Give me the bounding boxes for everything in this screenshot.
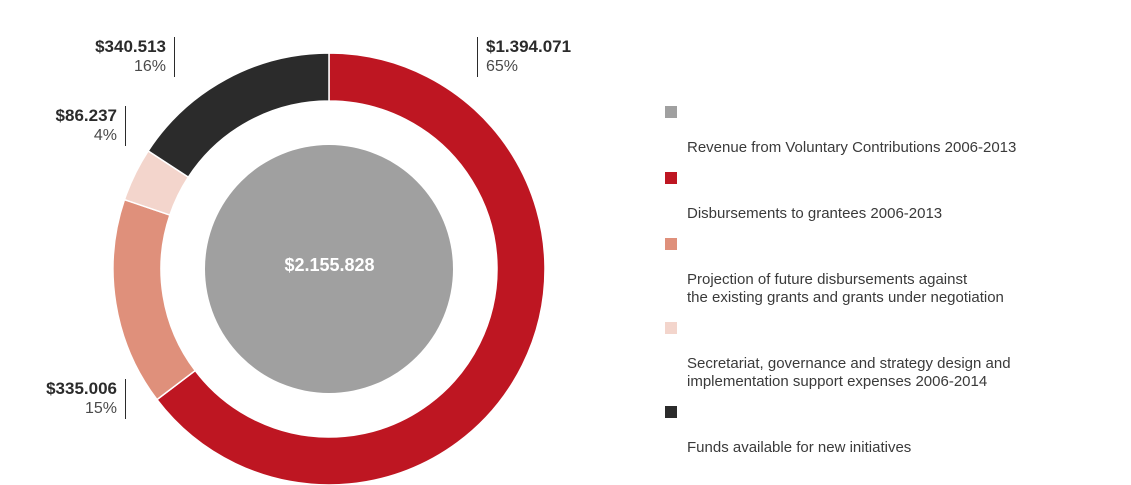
slice-label-disbursements: $1.394.071 65% bbox=[477, 37, 571, 77]
slice-label-projection: $335.006 15% bbox=[46, 379, 126, 419]
slice-percent-projection: 15% bbox=[84, 400, 117, 417]
donut-slice-funds-available bbox=[147, 52, 330, 179]
donut-slice-disbursements bbox=[155, 52, 546, 485]
legend-swatch-funds-available bbox=[665, 406, 677, 418]
legend-label-projection: Projection of future disbursements again… bbox=[687, 271, 1004, 306]
slice-percent-funds-available: 16% bbox=[133, 58, 166, 75]
legend: Revenue from Voluntary Contributions 200… bbox=[665, 103, 1131, 469]
legend-item-disbursements: Disbursements to grantees 2006-2013 bbox=[665, 169, 1131, 223]
slice-value-funds-available: $340.513 bbox=[95, 37, 166, 56]
legend-item-secretariat: Secretariat, governance and strategy des… bbox=[665, 319, 1131, 391]
legend-swatch-projection bbox=[665, 238, 677, 250]
donut-slice-projection bbox=[112, 198, 197, 401]
slice-value-disbursements: $1.394.071 bbox=[486, 37, 572, 56]
legend-swatch-revenue bbox=[665, 106, 677, 118]
legend-item-funds-available: Funds available for new initiatives bbox=[665, 403, 1131, 457]
slice-percent-secretariat: 4% bbox=[93, 127, 117, 144]
legend-label-funds-available: Funds available for new initiatives bbox=[687, 439, 912, 456]
legend-label-secretariat: Secretariat, governance and strategy des… bbox=[687, 355, 1011, 390]
center-total-label: $2.155.828 bbox=[284, 255, 375, 275]
slice-percent-disbursements: 65% bbox=[486, 58, 519, 75]
slice-value-projection: $335.006 bbox=[46, 379, 117, 398]
legend-item-projection: Projection of future disbursements again… bbox=[665, 235, 1131, 307]
slice-label-secretariat: $86.237 4% bbox=[56, 106, 126, 146]
slice-value-secretariat: $86.237 bbox=[55, 106, 117, 125]
legend-label-revenue: Revenue from Voluntary Contributions 200… bbox=[687, 139, 1017, 156]
legend-item-revenue: Revenue from Voluntary Contributions 200… bbox=[665, 103, 1131, 157]
center-circle-revenue bbox=[205, 145, 453, 393]
legend-swatch-disbursements bbox=[665, 172, 677, 184]
slice-label-funds-available: $340.513 16% bbox=[95, 37, 175, 77]
legend-swatch-secretariat bbox=[665, 322, 677, 334]
legend-label-disbursements: Disbursements to grantees 2006-2013 bbox=[687, 205, 943, 222]
